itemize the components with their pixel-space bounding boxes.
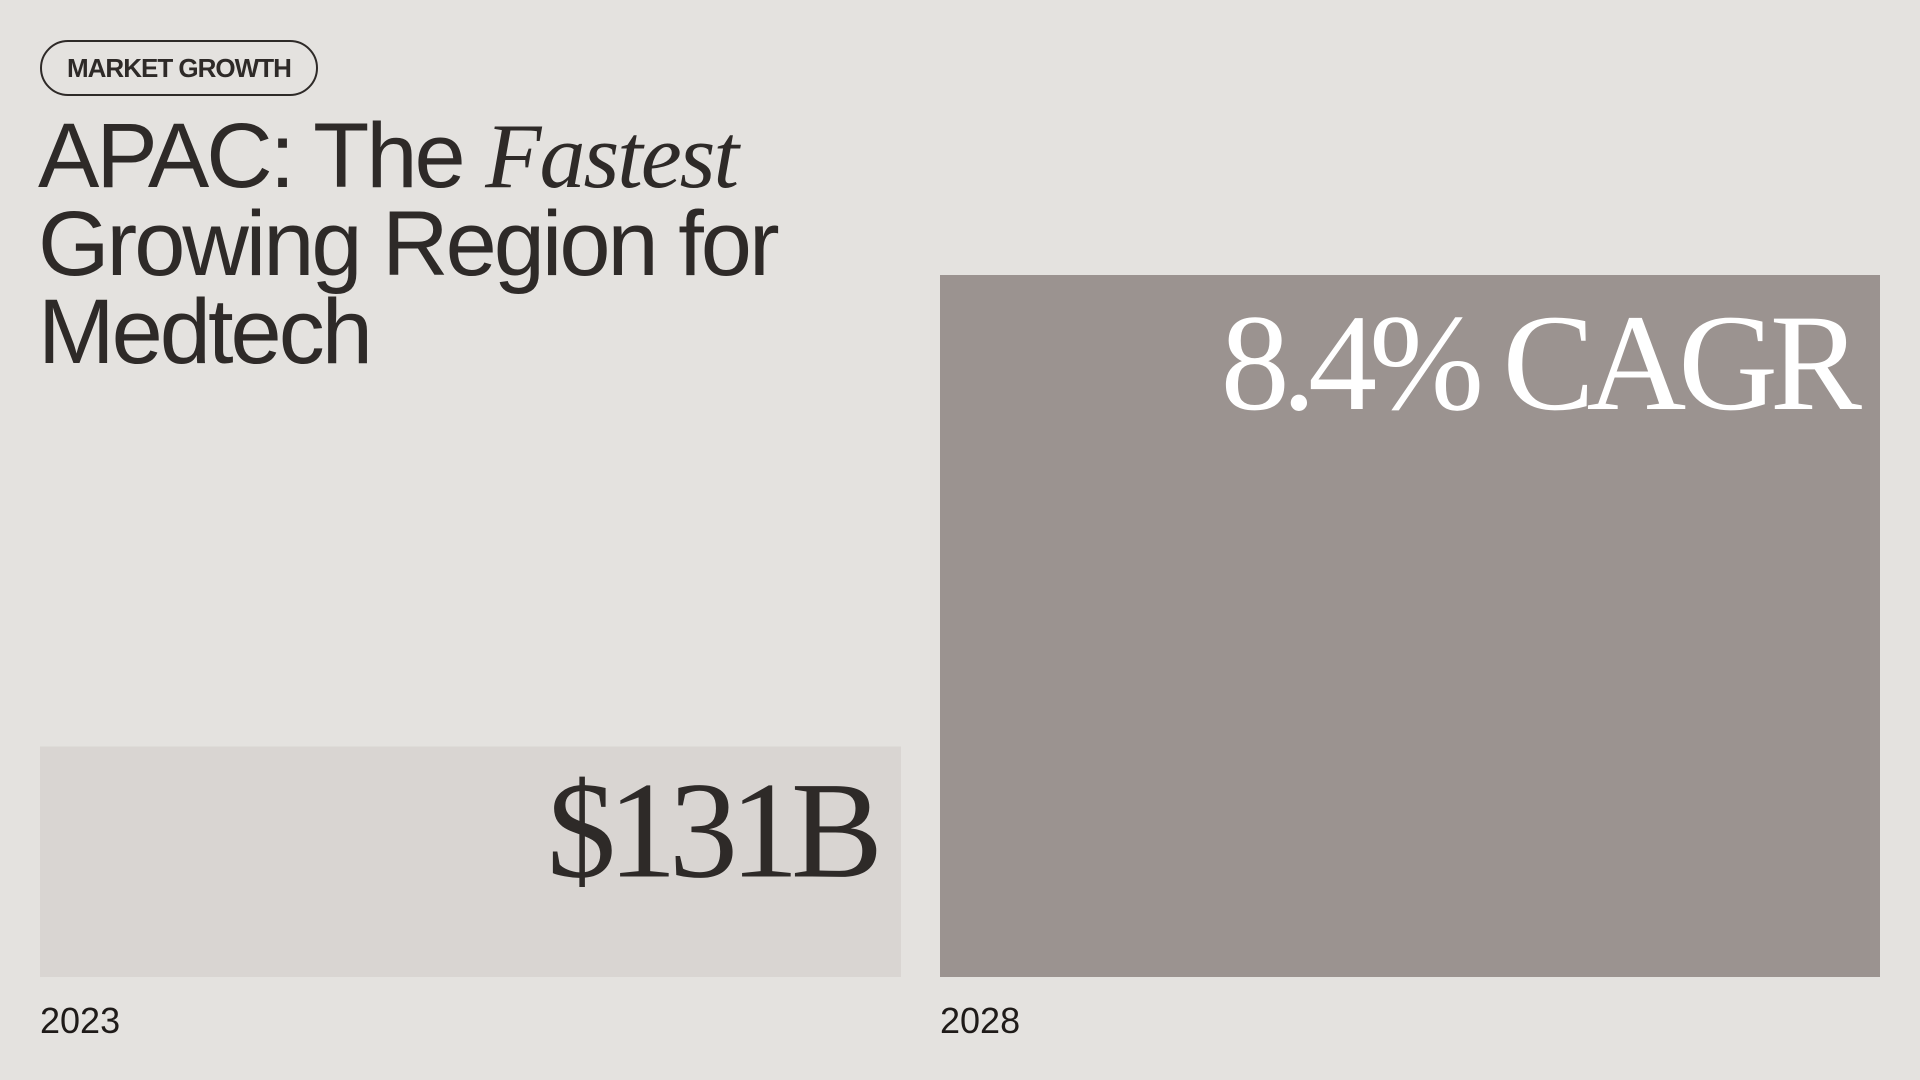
x-tick-label: 2023 <box>40 1000 120 1041</box>
bar <box>40 746 901 977</box>
x-tick-label: 2028 <box>940 1000 1020 1041</box>
title-emphasis: Fastest <box>485 105 739 207</box>
bar <box>940 275 1880 977</box>
title-part: Growing Region for Medtech <box>38 193 780 383</box>
chart-title: APAC: The Fastest Growing Region for Med… <box>38 110 898 378</box>
tag: MARKET GROWTH <box>40 40 318 96</box>
title-part: APAC: The <box>38 105 466 207</box>
value-label: $131B <box>547 754 877 907</box>
annotation: 8.4% CAGR <box>1221 286 1862 439</box>
